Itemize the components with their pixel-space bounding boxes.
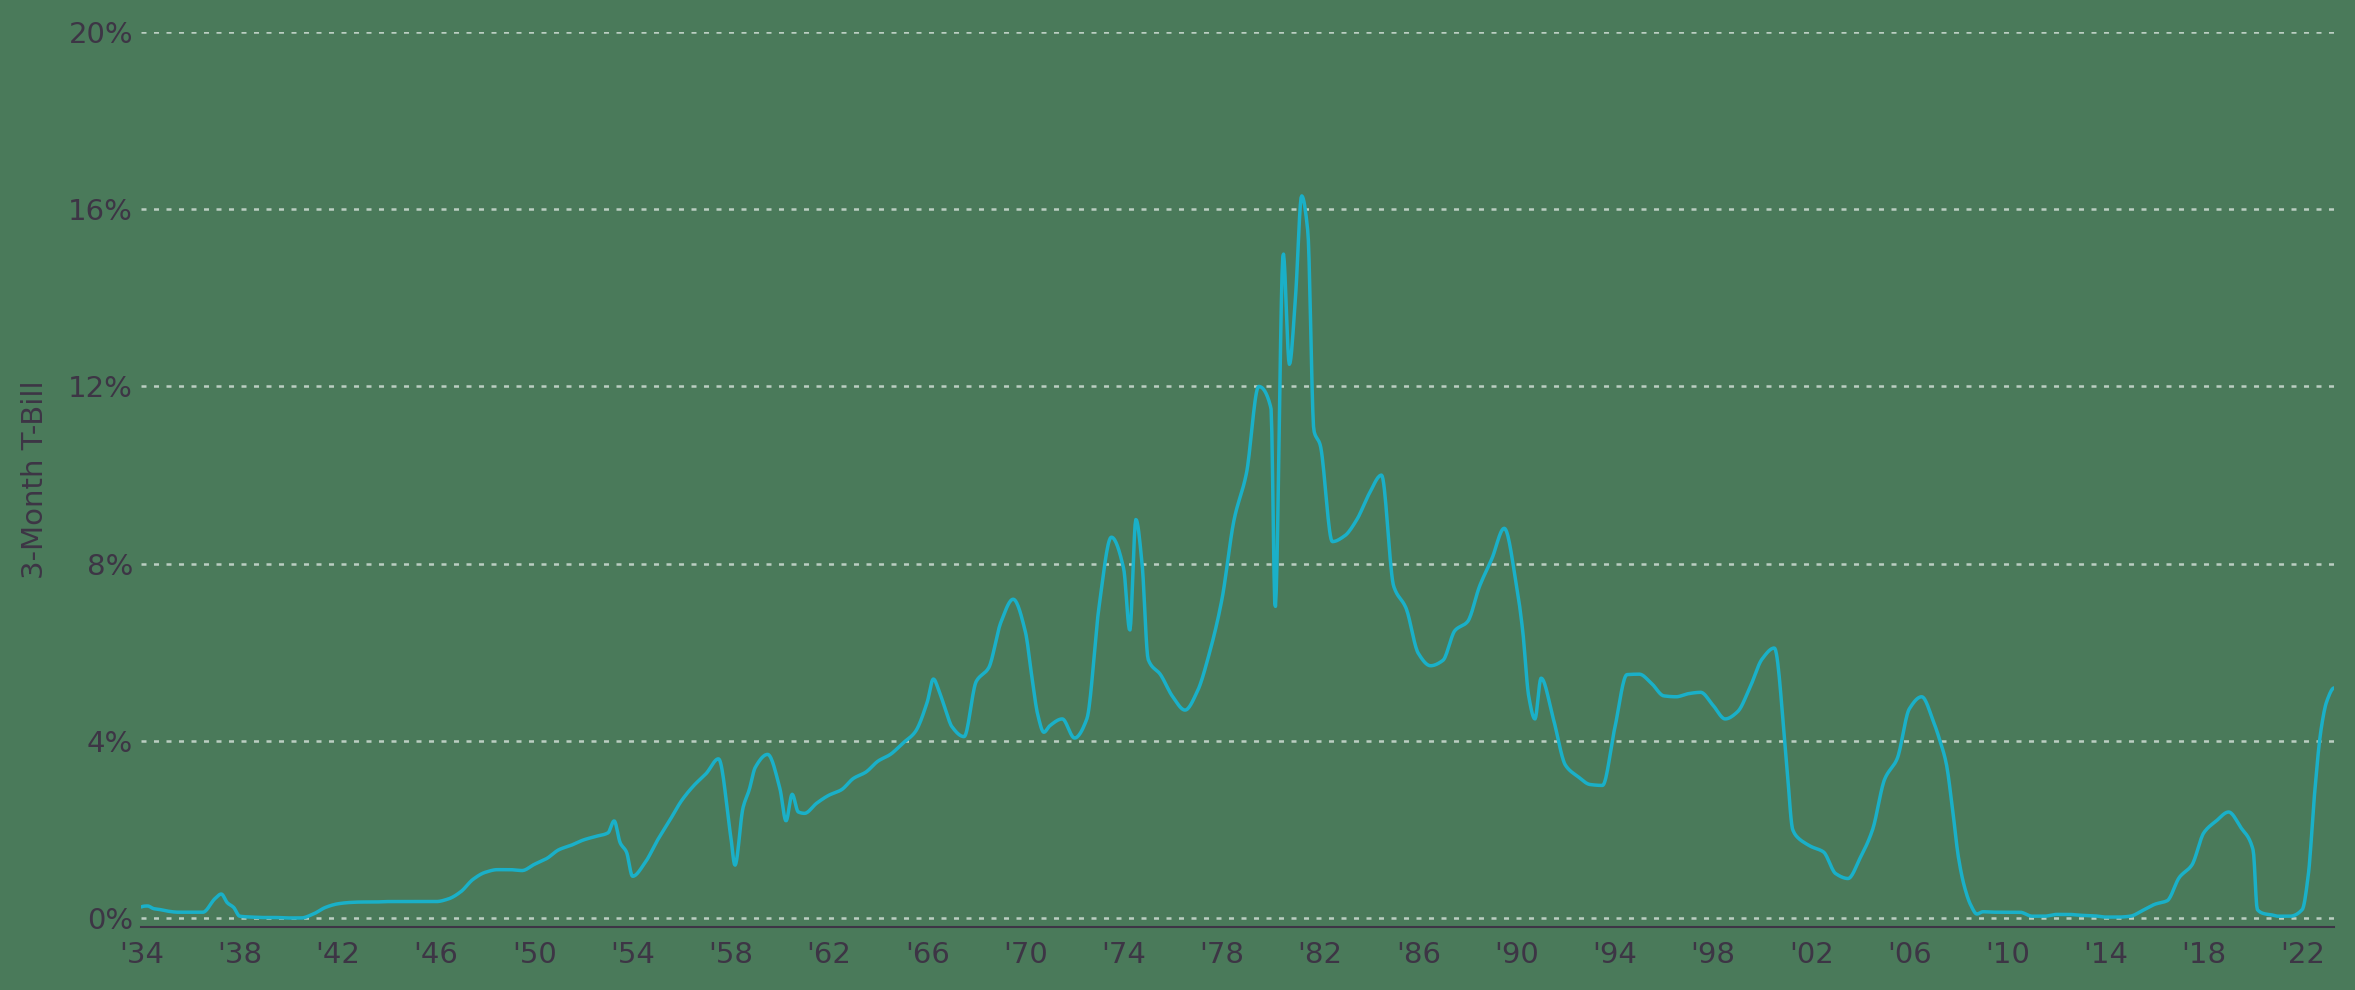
- Y-axis label: 3-Month T-Bill: 3-Month T-Bill: [21, 380, 49, 579]
